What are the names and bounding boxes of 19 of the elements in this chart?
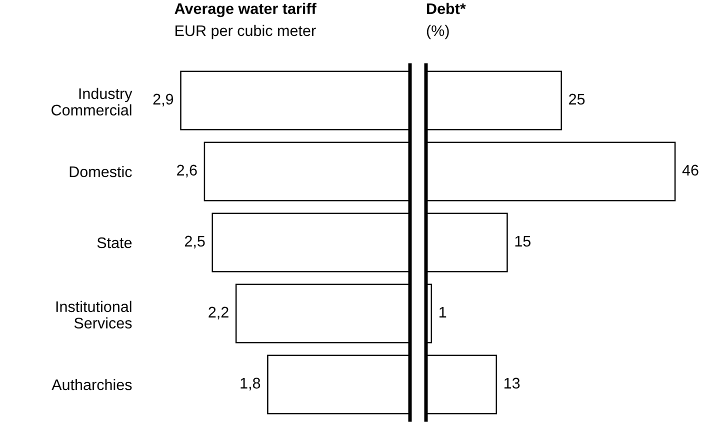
data-label: 2,9 — [153, 94, 174, 106]
y-tick-label: Institutional Services — [56, 300, 132, 329]
data-label: 13 — [504, 378, 520, 389]
y-tick-label: Domestic — [70, 166, 132, 178]
chart-subtitle: EUR per cubic meter — [176, 24, 316, 40]
data-label: 2,6 — [177, 164, 197, 178]
data-label: 2,5 — [184, 236, 205, 248]
data-label: 25 — [569, 94, 585, 105]
chart-title: Debt* — [427, 2, 466, 14]
chart-subtitle: (%) — [426, 24, 449, 40]
data-label: 46 — [682, 164, 698, 176]
y-tick-label: State — [97, 237, 132, 248]
data-label: 15 — [515, 236, 531, 247]
chart-title: Average water tariff — [174, 2, 316, 18]
y-tick-label: Industry Commercial — [52, 88, 132, 116]
data-label: 1,8 — [240, 378, 260, 390]
y-tick-label: Autharchies — [52, 378, 132, 390]
data-label: 1 — [440, 306, 446, 318]
data-label: 2,2 — [208, 306, 228, 320]
